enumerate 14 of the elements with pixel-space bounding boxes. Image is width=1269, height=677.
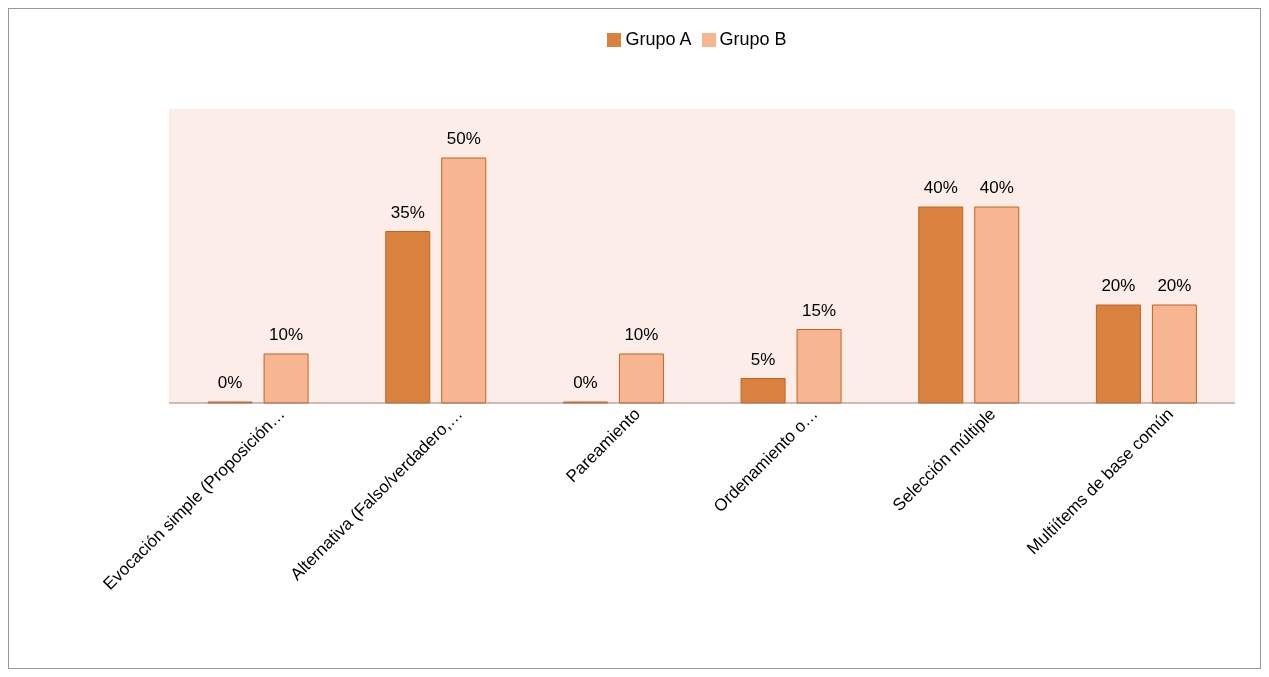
data-label: 40% xyxy=(923,178,958,197)
data-label: 10% xyxy=(269,325,304,344)
data-label: 20% xyxy=(1157,276,1192,295)
data-label: 35% xyxy=(390,202,425,222)
data-label: 0% xyxy=(573,373,598,392)
data-label: 50% xyxy=(446,129,481,148)
data-label: 10% xyxy=(624,325,659,344)
data-label: 0% xyxy=(217,373,243,392)
data-label: 40% xyxy=(979,178,1014,197)
legend-label: Grupo A xyxy=(625,29,692,49)
legend-label: Grupo B xyxy=(719,29,787,49)
data-label: 5% xyxy=(750,349,776,369)
data-label: 15% xyxy=(802,300,837,320)
data-label: 20% xyxy=(1101,276,1136,295)
